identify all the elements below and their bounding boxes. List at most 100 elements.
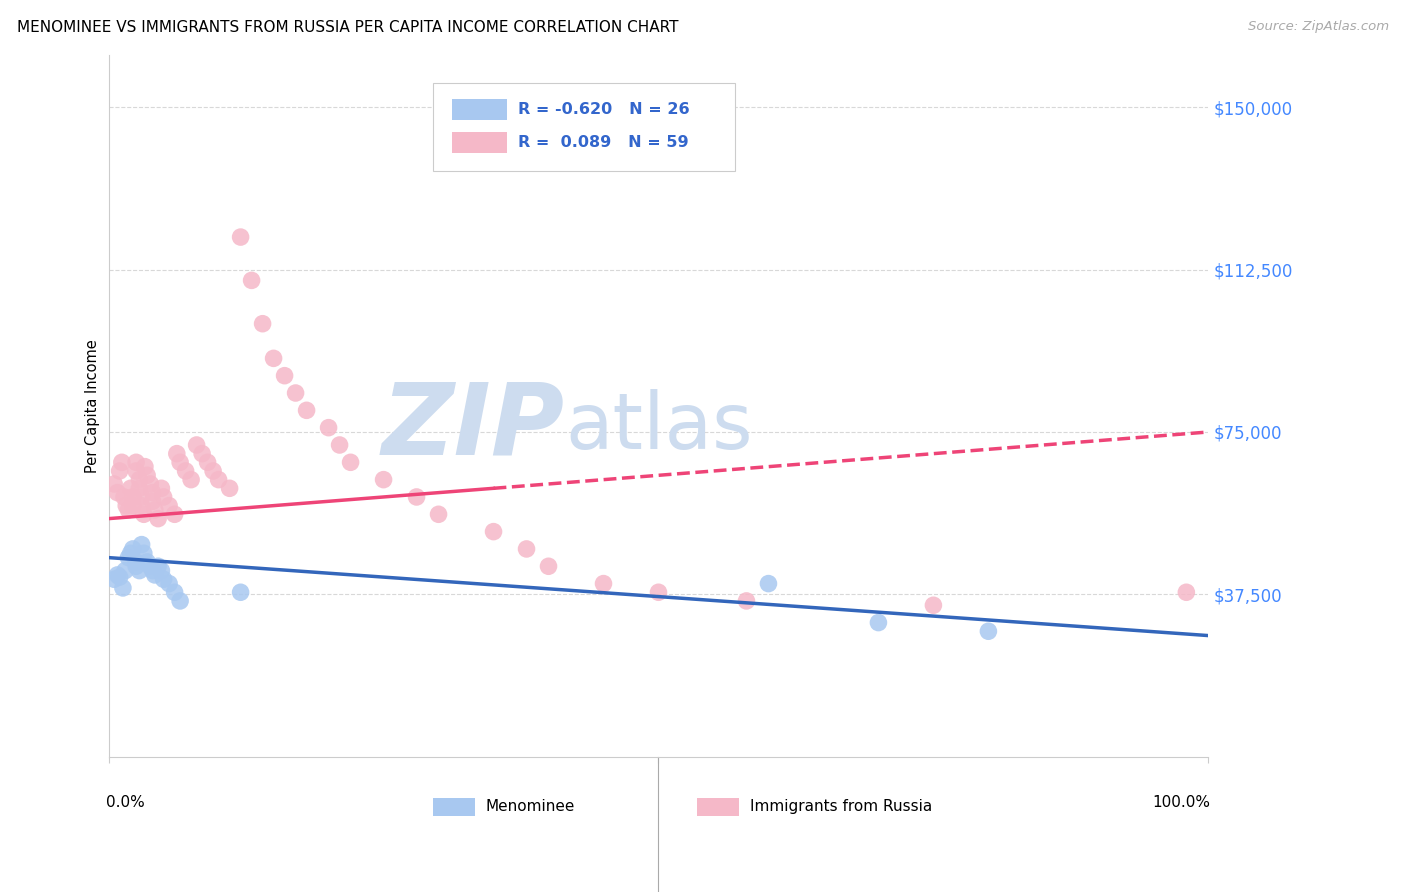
Text: Source: ZipAtlas.com: Source: ZipAtlas.com: [1249, 20, 1389, 33]
Point: [131, 538, 153, 552]
Y-axis label: Per Capita Income: Per Capita Income: [86, 339, 100, 473]
Point: [263, 351, 285, 366]
Point: [142, 485, 165, 500]
Text: R =  0.089   N = 59: R = 0.089 N = 59: [517, 136, 689, 151]
Point: [121, 490, 143, 504]
Point: [191, 447, 214, 461]
Point: [758, 576, 780, 591]
Point: [169, 594, 191, 608]
Point: [163, 508, 186, 522]
Text: Menominee: Menominee: [486, 799, 575, 814]
Point: [150, 564, 173, 578]
Point: [482, 524, 505, 539]
Point: [180, 473, 202, 487]
Point: [125, 559, 148, 574]
Point: [132, 508, 155, 522]
Point: [117, 550, 139, 565]
Point: [169, 455, 191, 469]
FancyBboxPatch shape: [433, 83, 735, 171]
Point: [108, 464, 131, 478]
Point: [103, 477, 125, 491]
Text: 100.0%: 100.0%: [1153, 796, 1211, 811]
Point: [120, 481, 142, 495]
FancyBboxPatch shape: [451, 132, 506, 153]
Point: [131, 499, 153, 513]
Point: [146, 559, 169, 574]
Point: [115, 499, 138, 513]
Point: [157, 499, 180, 513]
Point: [121, 499, 143, 513]
Point: [125, 555, 148, 569]
Point: [120, 546, 142, 560]
Point: [136, 468, 159, 483]
Point: [186, 438, 208, 452]
Point: [157, 576, 180, 591]
Point: [142, 494, 165, 508]
Text: atlas: atlas: [565, 389, 752, 465]
Point: [318, 420, 340, 434]
Point: [427, 508, 450, 522]
Point: [143, 568, 166, 582]
Point: [121, 541, 143, 556]
Point: [339, 455, 361, 469]
Point: [125, 464, 148, 478]
Point: [1175, 585, 1198, 599]
Point: [146, 511, 169, 525]
Point: [112, 490, 135, 504]
Point: [647, 585, 669, 599]
Point: [284, 386, 307, 401]
Point: [107, 485, 129, 500]
Point: [117, 503, 139, 517]
Point: [131, 490, 153, 504]
Point: [202, 464, 225, 478]
Point: [207, 473, 229, 487]
Point: [922, 599, 945, 613]
Point: [537, 559, 560, 574]
Text: MENOMINEE VS IMMIGRANTS FROM RUSSIA PER CAPITA INCOME CORRELATION CHART: MENOMINEE VS IMMIGRANTS FROM RUSSIA PER …: [17, 20, 678, 35]
Point: [735, 594, 758, 608]
Point: [125, 455, 148, 469]
Point: [114, 564, 136, 578]
Point: [295, 403, 318, 417]
Text: 0.0%: 0.0%: [107, 796, 145, 811]
Point: [373, 473, 395, 487]
Point: [142, 564, 165, 578]
Point: [197, 455, 219, 469]
Point: [128, 564, 150, 578]
Text: ZIP: ZIP: [382, 378, 565, 475]
FancyBboxPatch shape: [433, 797, 475, 816]
Point: [150, 481, 173, 495]
Point: [252, 317, 274, 331]
FancyBboxPatch shape: [451, 99, 506, 120]
Point: [103, 572, 125, 586]
Point: [166, 447, 188, 461]
Point: [592, 576, 614, 591]
Point: [229, 585, 252, 599]
Point: [152, 490, 174, 504]
Text: Immigrants from Russia: Immigrants from Russia: [749, 799, 932, 814]
Point: [229, 230, 252, 244]
Point: [143, 503, 166, 517]
Point: [108, 570, 131, 584]
Point: [163, 585, 186, 599]
Text: R = -0.620   N = 26: R = -0.620 N = 26: [517, 103, 689, 118]
Point: [174, 464, 197, 478]
Point: [329, 438, 352, 452]
Point: [111, 455, 134, 469]
Point: [111, 581, 134, 595]
Point: [139, 477, 162, 491]
Point: [139, 559, 162, 574]
Point: [134, 459, 156, 474]
Point: [107, 568, 129, 582]
Point: [128, 481, 150, 495]
Point: [136, 555, 159, 569]
Point: [152, 572, 174, 586]
Point: [128, 473, 150, 487]
Point: [132, 546, 155, 560]
Point: [515, 541, 537, 556]
Point: [405, 490, 427, 504]
Point: [273, 368, 295, 383]
FancyBboxPatch shape: [697, 797, 738, 816]
Point: [868, 615, 890, 630]
Point: [240, 273, 263, 287]
